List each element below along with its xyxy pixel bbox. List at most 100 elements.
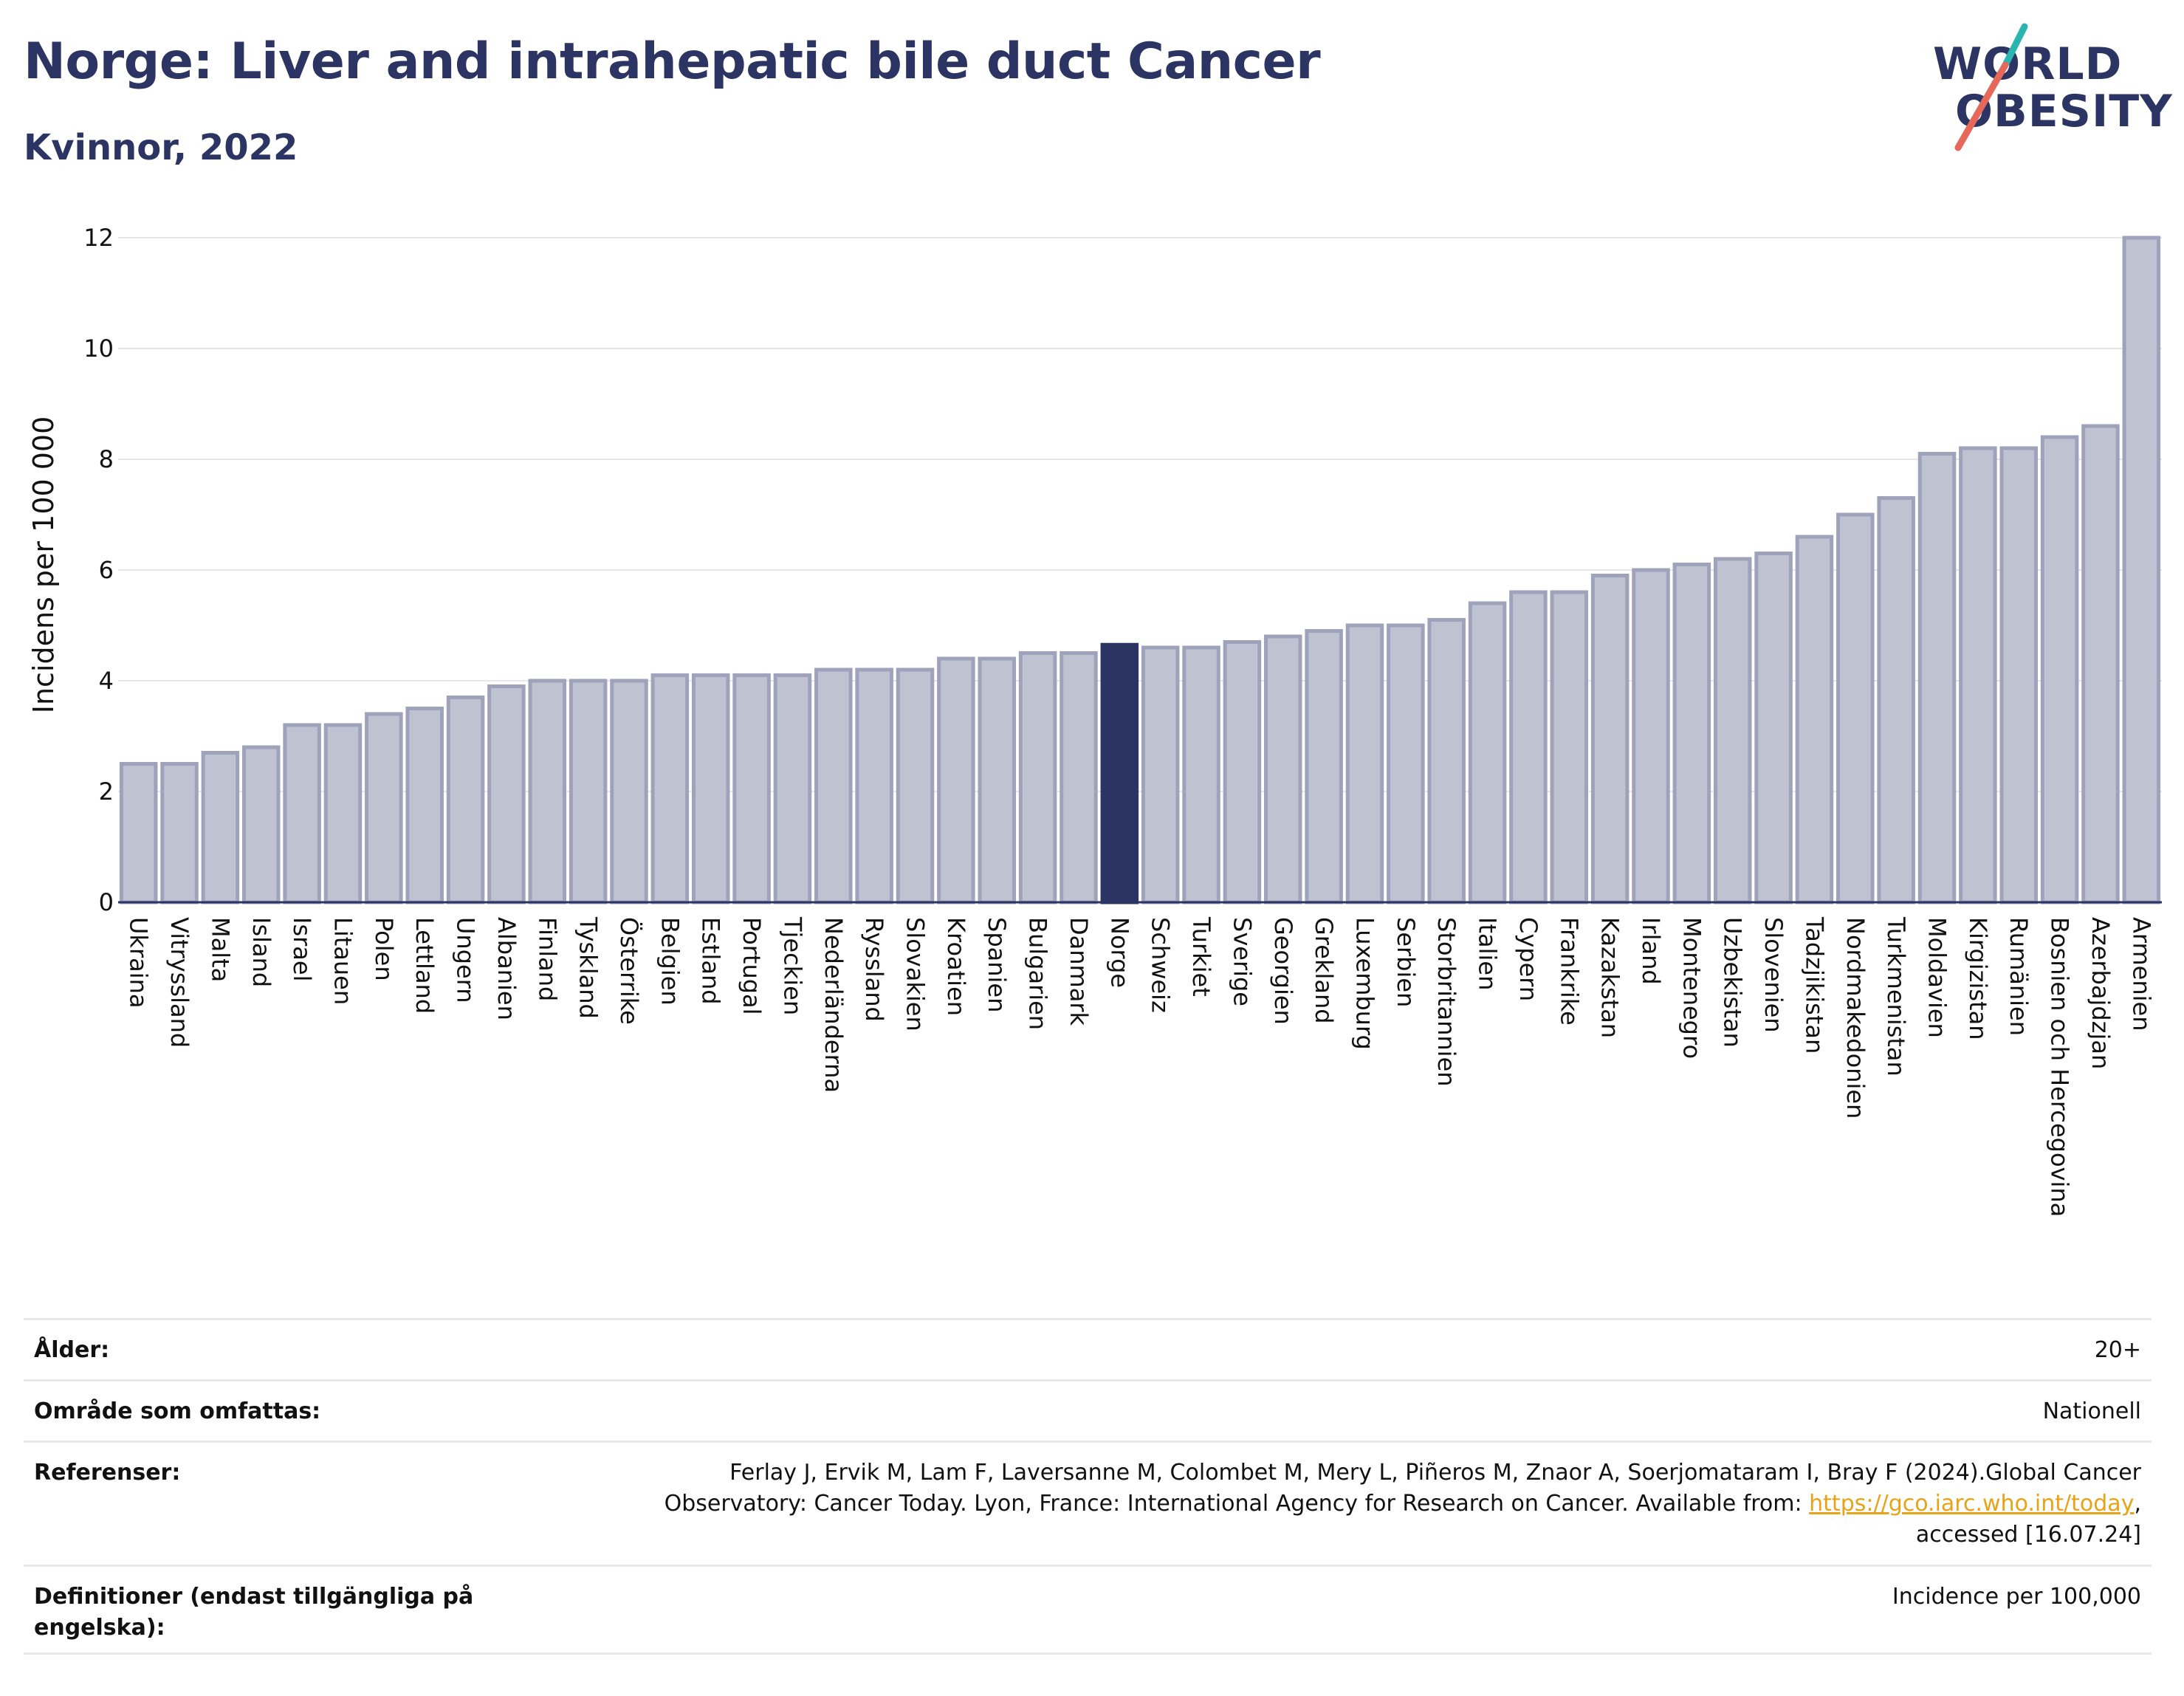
x-tick-label: Moldavien	[1923, 917, 1951, 1038]
bar	[1999, 446, 2038, 904]
x-tick-label: Lettland	[411, 917, 439, 1014]
x-tick-label: Polen	[370, 917, 398, 981]
info-row-age: Ålder: 20+	[24, 1318, 2152, 1379]
x-tick-label: Ukraina	[125, 917, 153, 1009]
bar	[1509, 590, 1548, 904]
x-tick-label: Schweiz	[1147, 917, 1175, 1013]
info-row-definitions: Definitioner (endast tillgängliga på eng…	[24, 1565, 2152, 1655]
info-label-definitions: Definitioner (endast tillgängliga på eng…	[34, 1584, 474, 1641]
x-tick-label: Irland	[1637, 917, 1665, 985]
info-label-area: Område som omfattas:	[34, 1398, 321, 1424]
x-tick-label: Armenien	[2127, 917, 2155, 1031]
page-title: Norge: Liver and intrahepatic bile duct …	[24, 32, 1321, 91]
x-tick-label: Ryssland	[860, 917, 888, 1022]
y-tick-label: 0	[99, 888, 114, 916]
x-tick-label: Turkiet	[1187, 916, 1215, 997]
x-tick-label: Slovenien	[1759, 917, 1788, 1033]
bar	[978, 656, 1016, 904]
bar	[201, 751, 240, 904]
bar	[1713, 557, 1752, 904]
bar	[1959, 446, 1997, 904]
x-tick-label: Bosnien och Hercegovina	[2046, 917, 2074, 1217]
x-tick-label: Tyskland	[574, 916, 602, 1019]
y-axis-label: Incidens per 100 000	[27, 416, 60, 714]
x-tick-label: Israel	[288, 917, 316, 981]
info-label-age: Ålder:	[34, 1337, 110, 1363]
bar	[1877, 496, 1915, 904]
x-tick-label: Nederländerna	[820, 917, 848, 1093]
reference-line-2-text: Observatory: Cancer Today. Lyon, France:…	[664, 1491, 1810, 1517]
world-obesity-logo: WORLD OBESITY	[1929, 21, 2172, 161]
bar	[1550, 590, 1589, 904]
bar	[1754, 552, 1793, 904]
x-tick-label: Ungern	[452, 917, 480, 1003]
bar	[650, 673, 690, 904]
x-tick-label: Tadzjikistan	[1800, 916, 1828, 1054]
x-tick-label: Cypern	[1514, 917, 1542, 1001]
reference-line-2: Observatory: Cancer Today. Lyon, France:…	[665, 1489, 2141, 1520]
bar	[1387, 623, 1425, 904]
x-tick-label: Storbritannien	[1432, 917, 1460, 1087]
x-tick-label: Tjeckien	[778, 916, 806, 1015]
bar	[814, 667, 853, 904]
bar	[732, 673, 771, 904]
bar	[283, 723, 321, 904]
bar	[365, 712, 403, 904]
info-label-references: Referenser:	[34, 1460, 181, 1486]
x-tick-label: Estland	[697, 917, 725, 1005]
bar	[1468, 601, 1507, 904]
x-tick-label: Island	[247, 917, 275, 987]
x-tick-labels: Ukraina Vitryssland Malta Island Israel Litau…	[125, 916, 2156, 1217]
bar	[610, 679, 648, 904]
bar	[1018, 651, 1057, 904]
x-tick-label: Rumänien	[2005, 917, 2033, 1036]
x-tick-label: Danmark	[1065, 917, 1093, 1026]
page-subtitle: Kvinnor, 2022	[24, 127, 298, 168]
bar	[1632, 568, 1670, 904]
reference-line-3: accessed [16.07.24]	[1915, 1522, 2141, 1548]
info-value-references: Ferlay J, Ervik M, Lam F, Laversanne M, …	[665, 1458, 2141, 1551]
y-tick-label: 12	[83, 224, 114, 252]
info-table: Ålder: 20+ Område som omfattas: Nationel…	[24, 1318, 2152, 1655]
x-tick-label: Sverige	[1228, 917, 1256, 1006]
x-tick-label: Kirgizistan	[1964, 917, 1992, 1040]
x-tick-label: Luxemburg	[1350, 917, 1378, 1050]
bar	[1141, 645, 1180, 904]
reference-line-2-suffix: ,	[2134, 1491, 2141, 1517]
bar	[2040, 435, 2079, 904]
x-tick-label: Slovakien	[902, 917, 930, 1031]
bar	[2081, 424, 2120, 904]
y-tick-labels: 0 2 4 6 8 10 12	[83, 224, 114, 916]
reference-link[interactable]: https://gco.iarc.who.int/today	[1809, 1491, 2135, 1517]
bar	[937, 656, 975, 904]
bar	[896, 667, 935, 904]
bar	[1305, 629, 1343, 904]
x-tick-label: Spanien	[983, 917, 1011, 1012]
x-tick-label: Azerbajdzjan	[2087, 917, 2115, 1069]
info-value-age: 20+	[2094, 1337, 2141, 1363]
bar	[242, 745, 281, 904]
x-tick-label: Turkmenistan	[1882, 916, 1910, 1077]
x-tick-label: Montenegro	[1678, 917, 1706, 1059]
bar	[1345, 623, 1384, 904]
x-tick-label: Grekland	[1310, 917, 1338, 1024]
x-tick-label: Italien	[1474, 917, 1502, 990]
info-row-area: Område som omfattas: Nationell	[24, 1379, 2152, 1441]
x-tick-label: Portugal	[738, 917, 766, 1015]
bar	[773, 673, 812, 904]
x-tick-label: Georgien	[1269, 917, 1297, 1025]
x-tick-label: Malta	[206, 917, 234, 982]
bar	[569, 679, 608, 904]
x-tick-label: Belgien	[656, 917, 684, 1006]
bar-chart: 0 2 4 6 8 10 12 Ukraina Vitryssland Malta Island I…	[27, 224, 2162, 1217]
x-tick-label: Frankrike	[1555, 917, 1583, 1026]
bar	[528, 679, 567, 904]
y-tick-label: 4	[99, 667, 114, 695]
bar	[2122, 236, 2161, 904]
x-tick-label: Norge	[1105, 917, 1133, 988]
y-tick-label: 10	[83, 334, 114, 363]
bar	[446, 696, 485, 904]
bar	[1590, 574, 1630, 904]
bar	[1672, 563, 1711, 904]
bar	[1427, 618, 1466, 904]
